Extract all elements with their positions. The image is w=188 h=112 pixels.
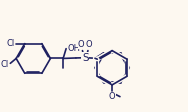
Text: O: O [109, 92, 115, 101]
Text: O: O [78, 40, 85, 49]
Text: S: S [82, 53, 89, 63]
Text: O: O [86, 40, 92, 49]
Text: Cl: Cl [1, 60, 9, 69]
Text: Cl: Cl [6, 39, 14, 48]
Text: OH: OH [68, 44, 81, 53]
